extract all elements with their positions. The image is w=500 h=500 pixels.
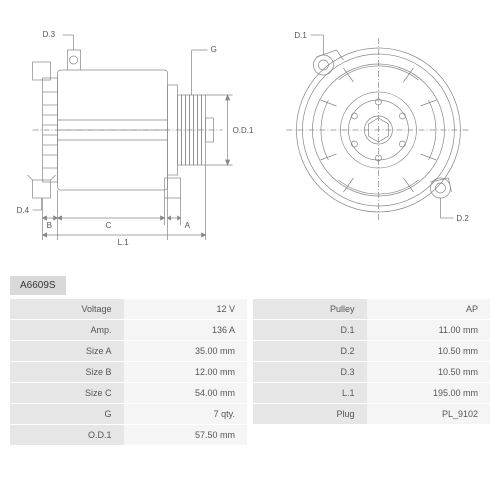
spec-row: Size C54.00 mm	[10, 383, 247, 404]
spec-row: D.210.50 mm	[253, 341, 490, 362]
diagram-area: D.3 D.4 G O.D.1 B C A L.1	[10, 10, 490, 270]
spec-table: Voltage12 VAmp.136 ASize A35.00 mmSize B…	[10, 299, 490, 446]
spec-value: 11.00 mm	[367, 320, 490, 341]
label-od1: O.D.1	[233, 126, 254, 135]
spec-label: Size B	[10, 362, 124, 383]
side-view-diagram: D.3 D.4 G O.D.1 B C A L.1	[10, 10, 255, 270]
label-a: A	[185, 221, 191, 230]
label-g: G	[211, 45, 217, 54]
spec-label: Size A	[10, 341, 124, 362]
spec-row: O.D.157.50 mm	[10, 425, 247, 446]
spec-row: Size A35.00 mm	[10, 341, 247, 362]
spec-row: Size B12.00 mm	[10, 362, 247, 383]
spec-value: 136 A	[124, 320, 247, 341]
spec-value: 54.00 mm	[124, 383, 247, 404]
spec-label: Size C	[10, 383, 124, 404]
spec-value: 7 qty.	[124, 404, 247, 425]
spec-row: PlugPL_9102	[253, 404, 490, 425]
label-d4: D.4	[17, 206, 30, 215]
side-view-svg: D.3 D.4 G O.D.1 B C A L.1	[10, 10, 255, 270]
spec-row: L.1195.00 mm	[253, 383, 490, 404]
label-c: C	[106, 221, 112, 230]
spec-row: Amp.136 A	[10, 320, 247, 341]
spec-value: 57.50 mm	[124, 425, 247, 446]
spec-row: PulleyAP	[253, 299, 490, 320]
spec-label: D.3	[253, 362, 367, 383]
spec-label: Pulley	[253, 299, 367, 320]
spec-row: G7 qty.	[10, 404, 247, 425]
spec-value: 10.50 mm	[367, 341, 490, 362]
spec-label: Voltage	[10, 299, 124, 320]
spec-row: D.310.50 mm	[253, 362, 490, 383]
spec-label: Plug	[253, 404, 367, 425]
spec-label: L.1	[253, 383, 367, 404]
spec-label: O.D.1	[10, 425, 124, 446]
spec-value: AP	[367, 299, 490, 320]
spec-row: D.111.00 mm	[253, 320, 490, 341]
front-view-diagram: D.1 D.2	[267, 10, 490, 270]
spec-column-right: PulleyAPD.111.00 mmD.210.50 mmD.310.50 m…	[253, 299, 490, 446]
label-d1: D.1	[295, 31, 308, 40]
part-number-badge: A6609S	[10, 276, 66, 295]
label-d3: D.3	[43, 30, 56, 39]
spec-label: D.2	[253, 341, 367, 362]
spec-label: Amp.	[10, 320, 124, 341]
label-l1: L.1	[118, 238, 130, 247]
label-d2: D.2	[457, 214, 470, 223]
spec-value: 35.00 mm	[124, 341, 247, 362]
front-view-svg: D.1 D.2	[267, 10, 490, 270]
spec-value: 12 V	[124, 299, 247, 320]
spec-label: D.1	[253, 320, 367, 341]
spec-label: G	[10, 404, 124, 425]
spec-value: 12.00 mm	[124, 362, 247, 383]
spec-value: 10.50 mm	[367, 362, 490, 383]
spec-value: PL_9102	[367, 404, 490, 425]
spec-row: Voltage12 V	[10, 299, 247, 320]
label-b: B	[47, 221, 52, 230]
spec-column-left: Voltage12 VAmp.136 ASize A35.00 mmSize B…	[10, 299, 247, 446]
spec-value: 195.00 mm	[367, 383, 490, 404]
